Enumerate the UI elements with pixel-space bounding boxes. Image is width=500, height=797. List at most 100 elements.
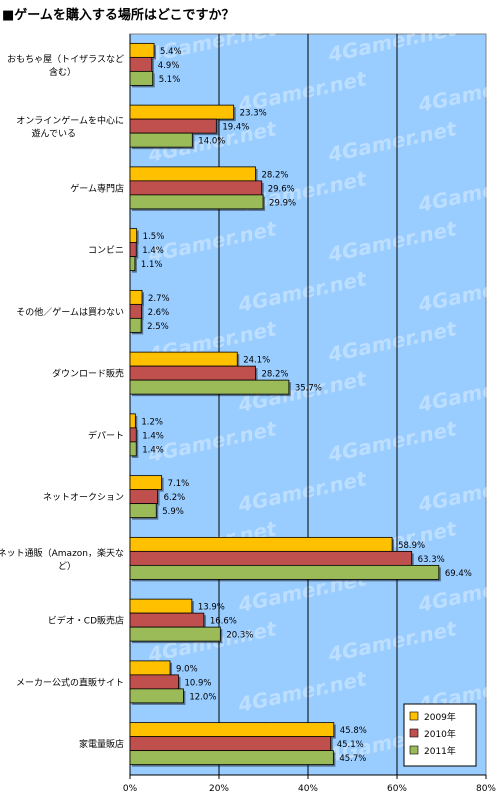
data-label: 1.2% bbox=[141, 417, 163, 427]
bar-2009年 bbox=[129, 660, 171, 676]
data-label: 1.5% bbox=[143, 232, 165, 242]
bar-2011年 bbox=[129, 317, 142, 333]
data-label: 28.2% bbox=[261, 170, 288, 180]
bar-2009年 bbox=[129, 475, 162, 491]
data-label: 7.1% bbox=[168, 479, 190, 489]
data-label: 20.3% bbox=[226, 631, 253, 641]
data-label: 1.1% bbox=[141, 260, 163, 270]
data-label: 29.9% bbox=[269, 198, 296, 208]
category-label: 遊んでいる bbox=[31, 128, 76, 140]
bar-2009年 bbox=[129, 104, 235, 120]
bar-2011年 bbox=[129, 441, 137, 457]
bar-2011年 bbox=[129, 132, 193, 148]
x-tick-label: 80% bbox=[476, 784, 496, 794]
bar-2009年 bbox=[129, 351, 238, 367]
bar-2011年 bbox=[129, 688, 184, 704]
data-label: 16.6% bbox=[210, 617, 237, 627]
bar-2010年 bbox=[129, 56, 153, 72]
legend-swatch bbox=[409, 745, 419, 755]
bar-2011年 bbox=[129, 256, 136, 272]
category-label: オンラインゲームを中心に bbox=[16, 115, 124, 127]
bar-2009年 bbox=[129, 166, 256, 182]
bar-2011年 bbox=[129, 70, 154, 86]
bar-2010年 bbox=[129, 674, 179, 690]
bar-2011年 bbox=[129, 379, 290, 395]
data-label: 63.3% bbox=[418, 555, 445, 565]
category-label: ネットオークション bbox=[43, 492, 124, 503]
data-label: 9.0% bbox=[176, 664, 198, 674]
data-label: 5.9% bbox=[162, 507, 184, 517]
data-label: 14.0% bbox=[198, 137, 225, 147]
bar-2009年 bbox=[129, 598, 193, 614]
chart-title: ■ゲームを購入する場所はどこですか？ bbox=[2, 8, 235, 23]
x-tick-label: 0% bbox=[123, 784, 138, 794]
x-tick-label: 60% bbox=[387, 784, 407, 794]
data-label: 5.4% bbox=[160, 47, 182, 57]
data-label: 45.8% bbox=[340, 726, 367, 736]
data-label: 35.7% bbox=[295, 384, 322, 394]
data-label: 69.4% bbox=[445, 569, 472, 579]
bar-2010年 bbox=[129, 118, 217, 134]
legend-label: 2010年 bbox=[424, 728, 456, 740]
data-label: 12.0% bbox=[189, 692, 216, 702]
data-label: 5.1% bbox=[159, 75, 181, 85]
data-label: 13.9% bbox=[198, 603, 225, 613]
category-label: ゲーム専門店 bbox=[70, 182, 124, 194]
bar-2010年 bbox=[129, 242, 137, 258]
legend-swatch bbox=[409, 711, 419, 721]
bar-2009年 bbox=[129, 413, 136, 429]
category-label: その他／ゲームは買わない bbox=[16, 306, 124, 318]
category-label: おもちゃ屋（トイザラスなど bbox=[7, 54, 124, 65]
data-label: 1.4% bbox=[142, 246, 164, 256]
data-label: 6.2% bbox=[164, 493, 186, 503]
legend-label: 2011年 bbox=[424, 745, 456, 757]
category-label: 含む） bbox=[49, 66, 76, 78]
category-label: メーカー公式の直販サイト bbox=[16, 676, 124, 688]
category-label: ビデオ・CD販売店 bbox=[48, 615, 124, 627]
bar-2010年 bbox=[129, 550, 413, 566]
data-label: 29.6% bbox=[268, 184, 295, 194]
bar-2009年 bbox=[129, 42, 155, 58]
category-label: コンビニ bbox=[88, 245, 124, 256]
data-label: 45.7% bbox=[339, 754, 366, 764]
data-label: 2.6% bbox=[148, 308, 170, 318]
bar-2010年 bbox=[129, 612, 205, 628]
category-label: ダウンロード販売 bbox=[52, 368, 124, 380]
x-tick-label: 20% bbox=[209, 784, 229, 794]
bar-2009年 bbox=[129, 536, 393, 552]
bar-2010年 bbox=[129, 489, 158, 505]
data-label: 24.1% bbox=[243, 356, 270, 366]
bar-2009年 bbox=[129, 228, 138, 244]
data-label: 58.9% bbox=[398, 541, 425, 551]
data-label: 1.4% bbox=[142, 445, 164, 455]
bar-2010年 bbox=[129, 303, 142, 319]
data-label: 1.4% bbox=[142, 431, 164, 441]
data-label: 28.2% bbox=[261, 370, 288, 380]
bar-2011年 bbox=[129, 750, 334, 766]
bar-2011年 bbox=[129, 194, 264, 210]
bar-2011年 bbox=[129, 626, 221, 642]
category-label: デパート bbox=[88, 429, 124, 441]
data-label: 2.7% bbox=[148, 294, 170, 304]
data-label: 23.3% bbox=[240, 109, 267, 119]
bar-2010年 bbox=[129, 736, 332, 752]
data-label: 19.4% bbox=[222, 123, 249, 133]
x-tick-label: 40% bbox=[298, 784, 318, 794]
category-label: ど） bbox=[58, 561, 76, 572]
data-label: 2.5% bbox=[147, 322, 169, 332]
bar-2010年 bbox=[129, 427, 137, 443]
bar-2009年 bbox=[129, 722, 335, 738]
data-label: 45.1% bbox=[337, 740, 364, 750]
bar-2010年 bbox=[129, 365, 256, 381]
bar-2009年 bbox=[129, 289, 143, 305]
data-label: 4.9% bbox=[158, 61, 180, 71]
bar-2011年 bbox=[129, 503, 157, 519]
bar-2010年 bbox=[129, 180, 263, 196]
legend-label: 2009年 bbox=[424, 711, 456, 723]
data-label: 10.9% bbox=[185, 678, 212, 688]
category-label: 家電量販店 bbox=[79, 738, 124, 750]
bar-2011年 bbox=[129, 564, 440, 580]
legend-swatch bbox=[409, 728, 419, 738]
category-label: ネット通販（Amazon，楽天な bbox=[0, 547, 124, 559]
